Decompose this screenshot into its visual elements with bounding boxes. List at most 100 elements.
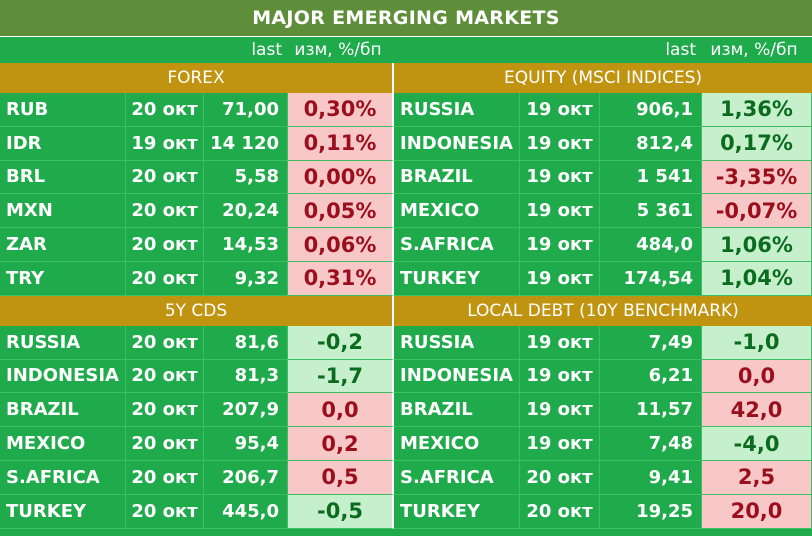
left-date-cell: 20 окт (126, 262, 204, 296)
column-header-spacer (126, 37, 204, 63)
section-title-left: 5Y CDS (0, 295, 394, 326)
left-date-cell: 20 окт (126, 461, 204, 495)
left-name-cell: IDR (0, 126, 126, 161)
right-last-header: last (665, 40, 696, 60)
left-date-cell: 20 окт (126, 359, 204, 394)
left-name-cell: BRL (0, 160, 126, 195)
right-name-cell: INDONESIA (394, 126, 520, 161)
left-name-cell: MXN (0, 194, 126, 229)
left-name-cell: MEXICO (0, 427, 126, 461)
right-name-cell: MEXICO (394, 427, 520, 461)
left-date-cell: 19 окт (126, 126, 204, 161)
section-title-left: FOREX (0, 63, 394, 93)
table-row: S.AFRICA 20 окт 206,7 0,5 S.AFRICA 20 окт 9,41… (0, 461, 812, 495)
right-date-cell: 20 окт (520, 461, 600, 495)
right-change-value-cell: -1,0 (702, 325, 812, 360)
right-last-value-cell: 5 361 (600, 194, 702, 229)
left-last-value-cell: 9,32 (204, 262, 288, 296)
column-header-row: last изм, %/бп last изм, %/бп (0, 36, 812, 63)
right-name-cell: INDONESIA (394, 359, 520, 394)
right-date-cell: 19 окт (520, 93, 600, 127)
left-date-cell: 20 окт (126, 228, 204, 262)
right-name-cell: RUSSIA (394, 93, 520, 127)
left-date-cell: 20 окт (126, 494, 204, 529)
left-name-cell: ZAR (0, 228, 126, 262)
left-date-cell: 20 окт (126, 160, 204, 195)
right-date-cell: 19 окт (520, 160, 600, 195)
right-date-cell: 19 окт (520, 325, 600, 360)
left-date-cell: 20 окт (126, 325, 204, 360)
table-row: IDR 19 окт 14 120 0,11% INDONESIA 19 окт 812,4… (0, 126, 812, 161)
left-change-value-cell: 0,31% (288, 262, 394, 296)
left-date-cell: 20 окт (126, 93, 204, 127)
left-last-value-cell: 71,00 (204, 93, 288, 127)
left-last-value-cell: 5,58 (204, 160, 288, 195)
left-last-header: last (251, 40, 282, 60)
right-last-value-cell: 9,41 (600, 461, 702, 495)
right-date-cell: 20 окт (520, 494, 600, 529)
right-name-cell: RUSSIA (394, 325, 520, 360)
left-last-value-cell: 81,6 (204, 325, 288, 360)
right-last-value-cell: 484,0 (600, 228, 702, 262)
table-row: MXN 20 окт 20,24 0,05% MEXICO 19 окт 5 361 -0,0… (0, 194, 812, 229)
right-date-cell: 19 окт (520, 427, 600, 461)
right-change-value-cell: -0,07% (702, 194, 812, 229)
table-row: TURKEY 20 окт 445,0 -0,5 TURKEY 20 окт 19,25 20… (0, 494, 812, 529)
column-header-spacer (394, 37, 520, 63)
left-name-cell: BRAZIL (0, 393, 126, 428)
left-last-value-cell: 81,3 (204, 359, 288, 394)
table-row: INDONESIA 20 окт 81,3 -1,7 INDONESIA 19 окт 6,… (0, 359, 812, 394)
right-change-header: изм, %/бп (710, 40, 798, 60)
left-change-value-cell: 0,11% (288, 126, 394, 161)
left-change-value-cell: 0,0 (288, 393, 394, 428)
right-change-value-cell: -3,35% (702, 160, 812, 195)
left-name-cell: TURKEY (0, 494, 126, 529)
left-change-value-cell: -0,5 (288, 494, 394, 529)
left-last-value-cell: 20,24 (204, 194, 288, 229)
right-date-cell: 19 окт (520, 126, 600, 161)
section-header-row: 5Y CDS LOCAL DEBT (10Y BENCHMARK) (0, 295, 812, 326)
left-change-value-cell: 0,5 (288, 461, 394, 495)
right-change-value-cell: 1,36% (702, 93, 812, 127)
section-header-row: FOREX EQUITY (MSCI INDICES) (0, 63, 812, 93)
table-title: MAJOR EMERGING MARKETS (252, 7, 560, 29)
table-row: MEXICO 20 окт 95,4 0,2 MEXICO 19 окт 7,48 -4,0 (0, 427, 812, 461)
left-change-value-cell: -0,2 (288, 325, 394, 360)
column-header-spacer (520, 37, 600, 63)
right-change-value-cell: -4,0 (702, 427, 812, 461)
right-change-value-cell: 2,5 (702, 461, 812, 495)
right-date-cell: 19 окт (520, 194, 600, 229)
left-date-cell: 20 окт (126, 393, 204, 428)
right-last-value-cell: 7,48 (600, 427, 702, 461)
table-row: RUB 20 окт 71,00 0,30% RUSSIA 19 окт 906,1 1,36… (0, 93, 812, 127)
right-change-value-cell: 20,0 (702, 494, 812, 529)
left-date-cell: 20 окт (126, 194, 204, 229)
right-last-value-cell: 19,25 (600, 494, 702, 529)
table-row: BRL 20 окт 5,58 0,00% BRAZIL 19 окт 1 541 -3,35… (0, 160, 812, 195)
left-last-value-cell: 14,53 (204, 228, 288, 262)
right-last-value-cell: 11,57 (600, 393, 702, 428)
right-date-cell: 19 окт (520, 393, 600, 428)
left-change-value-cell: 0,30% (288, 93, 394, 127)
column-header-spacer (0, 37, 126, 63)
right-change-value-cell: 1,04% (702, 262, 812, 296)
right-last-value-cell: 7,49 (600, 325, 702, 360)
right-name-cell: BRAZIL (394, 393, 520, 428)
right-date-cell: 19 окт (520, 262, 600, 296)
section-title-right: LOCAL DEBT (10Y BENCHMARK) (467, 300, 739, 321)
left-name-cell: RUB (0, 93, 126, 127)
left-last-value-cell: 95,4 (204, 427, 288, 461)
right-change-value-cell: 42,0 (702, 393, 812, 428)
left-change-value-cell: 0,00% (288, 160, 394, 195)
right-name-cell: TURKEY (394, 262, 520, 296)
left-change-value-cell: 0,2 (288, 427, 394, 461)
left-name-cell: TRY (0, 262, 126, 296)
right-last-value-cell: 6,21 (600, 359, 702, 394)
left-name-cell: INDONESIA (0, 359, 126, 394)
left-name-cell: S.AFRICA (0, 461, 126, 495)
left-last-value-cell: 206,7 (204, 461, 288, 495)
table-row: TRY 20 окт 9,32 0,31% TURKEY 19 окт 174,54 1,04… (0, 262, 812, 296)
right-last-value-cell: 906,1 (600, 93, 702, 127)
left-change-value-cell: 0,06% (288, 228, 394, 262)
